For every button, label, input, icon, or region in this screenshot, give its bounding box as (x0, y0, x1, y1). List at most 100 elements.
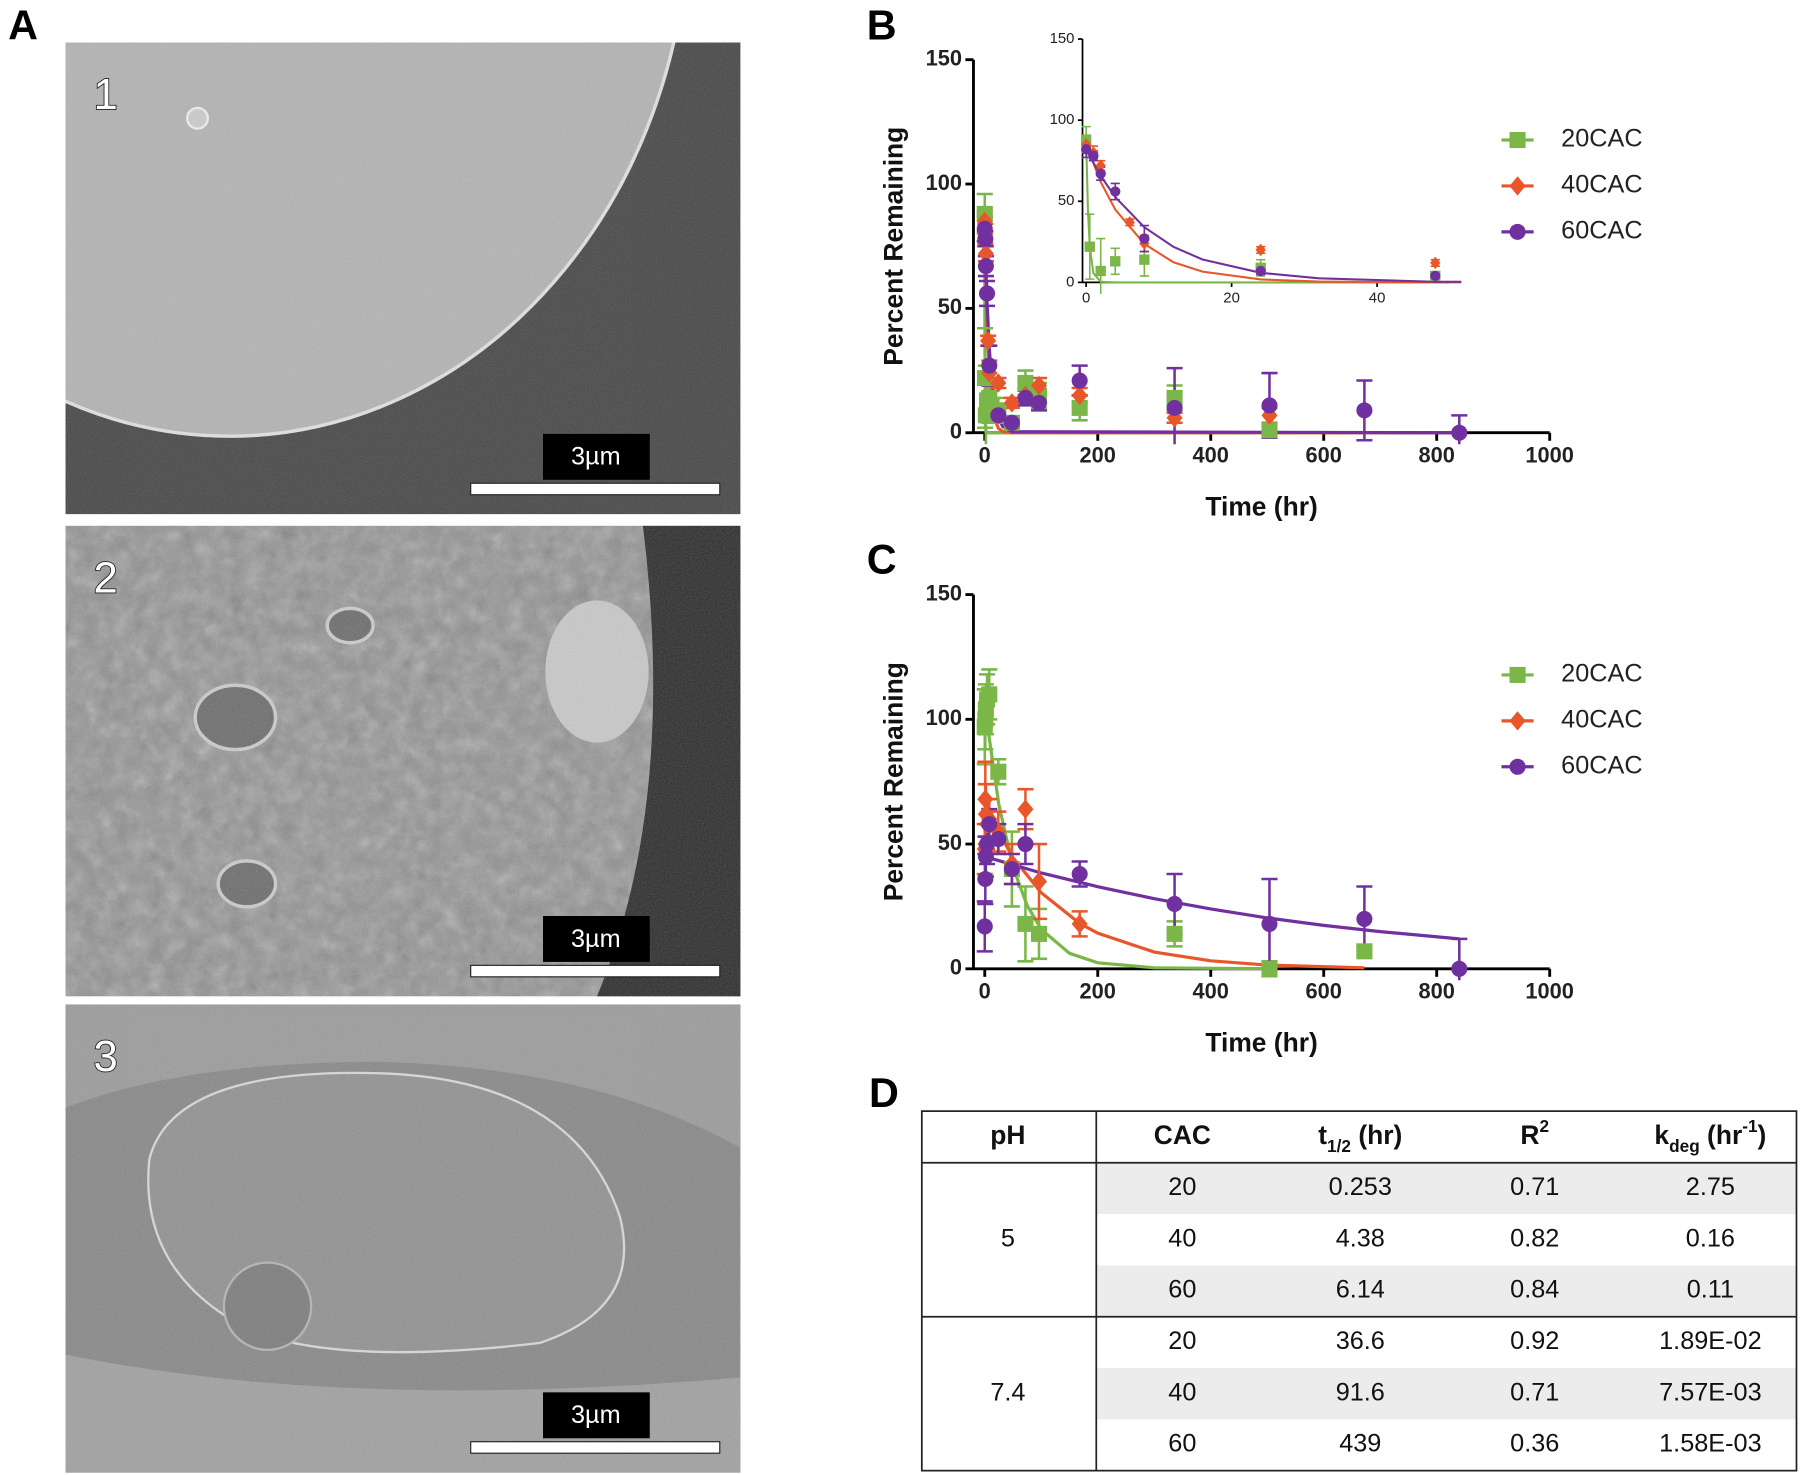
fit-curve (1085, 139, 1436, 284)
error-bar (1605, 253, 1614, 263)
marker (977, 244, 994, 264)
marker (978, 285, 996, 302)
marker (1779, 258, 1789, 268)
table-cell: 1.89E-02 (1659, 1327, 1761, 1355)
table-cell: 7.57E-03 (1659, 1378, 1761, 1406)
x-tick-label: 0 (979, 979, 991, 1004)
table-cell: 4.38 (1336, 1224, 1385, 1252)
legend-label: 40CAC (1561, 706, 1642, 734)
y-tick-label: 150 (1050, 30, 1075, 47)
error-bar (1780, 247, 1789, 257)
x-tick-label: 600 (1306, 443, 1342, 468)
marker (980, 331, 997, 351)
x-tick-label: 0 (979, 443, 991, 468)
header-text: (hr) (1351, 1120, 1402, 1150)
marker (1605, 245, 1615, 255)
scale-bar-label: 3µm (571, 443, 621, 471)
marker (981, 686, 998, 703)
legend-marker (1509, 223, 1526, 240)
x-tick-label: 800 (1419, 443, 1455, 468)
table-cell: 1.58E-03 (1659, 1430, 1761, 1458)
marker (981, 389, 998, 406)
y-axis-title: Percent Remaining (878, 127, 908, 366)
row-shade (1096, 1265, 1797, 1317)
legend-marker (1509, 176, 1526, 196)
marker (977, 230, 994, 247)
micrograph-label: 1 (94, 71, 118, 119)
scale-bar (470, 1441, 721, 1454)
legend-label: 60CAC (1561, 217, 1642, 245)
fit-curve (1085, 144, 1462, 284)
data-layer (976, 668, 1468, 981)
marker (977, 848, 994, 865)
table-cell: 40 (1168, 1224, 1196, 1252)
legend-marker (1509, 758, 1526, 775)
marker (1095, 265, 1106, 277)
header-text: k (1654, 1120, 1669, 1150)
header-cell: CAC (1154, 1120, 1211, 1150)
y-tick-label: 100 (926, 705, 962, 730)
header-text: 2 (1540, 1116, 1550, 1136)
legend-label: 20CAC (1561, 125, 1642, 153)
x-tick-label: 1000 (1525, 443, 1574, 468)
x-tick-label: 1000 (1525, 979, 1574, 1004)
marker (1017, 836, 1034, 853)
x-tick-label: 400 (1193, 979, 1229, 1004)
table-cell: 0.71 (1510, 1378, 1559, 1406)
marker (1356, 943, 1373, 960)
marker (1166, 925, 1183, 942)
table-cell: 60 (1168, 1276, 1196, 1304)
y-tick-label: 50 (938, 830, 962, 855)
marker (990, 763, 1007, 780)
legend-marker (1509, 711, 1526, 731)
marker (1124, 216, 1135, 229)
header-text: 1/2 (1327, 1136, 1351, 1156)
error-bar (1605, 255, 1614, 265)
panel-letter: A (8, 3, 38, 49)
header-text: CAC (1154, 1120, 1211, 1150)
y-tick-label: 100 (1050, 111, 1075, 128)
marker (1095, 159, 1106, 172)
header-cell: pH (990, 1120, 1025, 1150)
marker (1030, 394, 1048, 411)
row-shade (1096, 1368, 1797, 1420)
x-axis-title: Time (hr) (1205, 491, 1317, 521)
marker (1166, 399, 1183, 416)
marker (1030, 925, 1048, 942)
micrograph-1 (65, 42, 741, 515)
y-tick-label: 150 (926, 45, 962, 70)
y-tick-label: 50 (1058, 192, 1075, 209)
marker (1779, 253, 1789, 263)
marker (977, 407, 994, 424)
header-cell: R2 (1520, 1116, 1549, 1150)
x-tick-label: 600 (1306, 979, 1342, 1004)
header-text: pH (990, 1120, 1025, 1150)
table: pH CAC t1/2 (hr) R2 kdeg (hr-1) 20 0.253 0.71 2.… (920, 1110, 1798, 1472)
header-text: deg (1669, 1136, 1700, 1156)
header-cell: kdeg (hr-1) (1654, 1116, 1766, 1156)
marker (1017, 374, 1034, 392)
header-text: R (1520, 1120, 1539, 1150)
marker (1356, 910, 1373, 927)
marker (1261, 960, 1278, 977)
marker (977, 258, 994, 275)
marker (1084, 241, 1095, 252)
error-bar (1780, 258, 1789, 268)
marker (990, 407, 1007, 424)
x-tick-label: 400 (1193, 443, 1229, 468)
table-cell: 0.253 (1329, 1173, 1392, 1201)
marker (1451, 960, 1468, 977)
marker (1003, 414, 1020, 431)
x-tick-label: 200 (1080, 979, 1116, 1004)
marker (1095, 168, 1106, 179)
y-tick-label: 150 (926, 580, 962, 605)
marker (1451, 424, 1468, 441)
y-tick-label: 100 (926, 170, 962, 195)
table-cell: 40 (1168, 1378, 1196, 1406)
marker (1071, 865, 1088, 883)
y-tick-label: 0 (950, 955, 962, 980)
y-tick-label: 0 (1066, 273, 1074, 290)
y-axis-title: Percent Remaining (878, 662, 908, 901)
